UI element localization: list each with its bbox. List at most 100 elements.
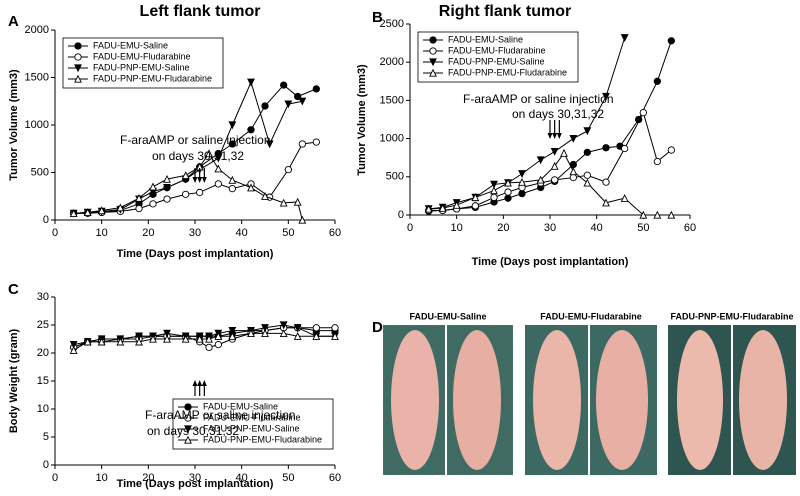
point [196,188,204,197]
point [667,37,675,45]
point [602,144,610,152]
point [602,92,610,101]
point [429,36,437,44]
point [536,156,545,165]
x-tick-label: 20 [142,227,154,239]
point [149,334,157,343]
series-line [428,111,672,211]
photo-group [668,325,796,475]
point [247,126,255,134]
legend-label: FADU-PNP-EMU-Saline [203,423,300,433]
x-tick-label: 30 [189,472,201,484]
x-tick-label: 10 [451,222,463,234]
point [97,337,106,346]
point [116,203,125,212]
y-tick-label: 30 [37,291,49,303]
y-tick-label: 0 [43,459,49,471]
y-tick-label: 0 [43,214,49,226]
x-tick-label: 40 [591,222,603,234]
panel-letter: C [8,281,19,298]
point [69,209,78,217]
point [312,85,320,93]
point [228,175,237,184]
point [205,149,213,158]
point [74,74,82,83]
mouse [391,330,439,470]
point [452,200,461,209]
point [429,58,437,67]
point [293,331,302,340]
panel-letter: B [372,9,383,26]
annotation: on days 30,31,32 [147,424,239,438]
series-line [428,40,672,212]
point [247,329,255,338]
x-tick-label: 0 [407,222,413,234]
photo-label: FADU-EMU-Saline [409,311,486,321]
y-tick-label: 1000 [380,133,404,145]
legend-label: FADU-PNP-EMU-Fludarabine [93,73,212,83]
point [195,334,204,343]
legend-label: FADU-EMU-Fludarabine [203,412,301,422]
arrow-head [197,380,203,386]
y-tick-label: 2500 [380,18,404,30]
point [583,148,591,157]
y-tick-label: 25 [37,319,49,331]
point [261,324,269,333]
point [214,331,223,340]
legend-label: FADU-PNP-EMU-Fludarabine [448,67,567,77]
point [536,175,545,184]
mouse [739,330,787,470]
series-line [73,324,335,346]
y-tick-label: 5 [43,431,49,443]
point [569,173,577,182]
point [261,192,269,200]
legend-label: FADU-EMU-Fludarabine [93,51,191,61]
point [135,204,143,213]
y-tick-label: 500 [386,171,404,183]
point [621,144,629,153]
mouse [677,330,723,470]
point [247,183,255,192]
y-tick-label: 15 [37,375,49,387]
point [298,140,306,148]
point [182,190,190,199]
y-tick-label: 1500 [380,94,404,106]
point [653,77,661,85]
point [135,337,143,346]
annotation: F-araAMP or saline injection [463,92,614,106]
photo-group [382,324,514,476]
point [429,47,437,55]
point [214,340,222,349]
point [569,167,578,176]
x-axis-label: Time (Days post implantation) [117,478,274,490]
point [214,154,223,163]
point [424,204,433,213]
point [284,165,292,174]
point [504,188,512,196]
point [583,171,591,179]
point [518,189,526,198]
point [293,324,302,333]
x-tick-label: 20 [142,472,154,484]
point [331,324,339,332]
y-tick-label: 2000 [25,24,49,36]
x-tick-label: 10 [96,472,108,484]
photos [382,324,796,476]
point [639,210,648,219]
mouse [533,330,581,470]
x-tick-label: 30 [189,227,201,239]
point [149,200,157,208]
mouse [453,330,501,470]
point [312,138,320,146]
y-tick-label: 1000 [25,119,49,131]
point [163,334,171,343]
point [504,178,512,187]
point [620,34,629,42]
legend-box [62,37,224,89]
y-axis-label: Tumor Volume (mm3) [356,64,368,176]
point [74,42,82,50]
x-axis-label: Time (Days post implantation) [472,256,629,268]
point [184,435,192,444]
point [583,127,592,136]
